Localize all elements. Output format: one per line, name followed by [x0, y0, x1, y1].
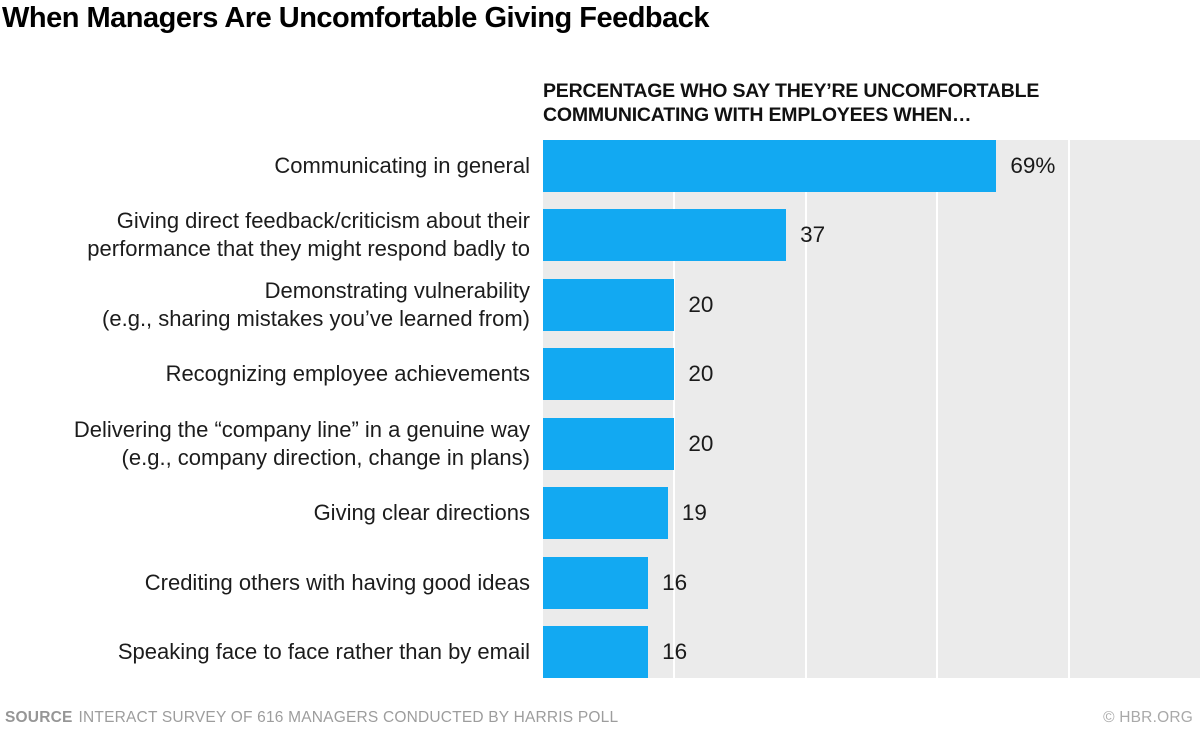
gridline-80: [1067, 140, 1070, 678]
bar-value-label: 20: [688, 361, 714, 387]
bar-value-label: 37: [800, 222, 826, 248]
bar: [543, 417, 675, 470]
bar-row: 20: [543, 348, 1200, 401]
bar-value-label: 20: [688, 430, 714, 456]
category-labels: Communicating in general Giving direct fe…: [0, 0, 530, 736]
footer: SOURCE INTERACT SURVEY OF 616 MANAGERS CO…: [5, 709, 1193, 727]
bar-value-label: 20: [688, 291, 714, 317]
category-label: Communicating in general: [274, 153, 530, 178]
bar-row: 19: [543, 487, 1200, 540]
plot-area: 69% 37 20 20 20 19 16 16: [543, 140, 1200, 678]
category-label: Giving direct feedback/criticism about t…: [87, 208, 530, 262]
credit: © HBR.ORG: [1103, 709, 1193, 726]
bar-row: 20: [543, 278, 1200, 331]
category-label: Delivering the “company line” in a genui…: [73, 416, 530, 470]
category-label: Recognizing employee achievements: [165, 361, 530, 387]
bar: [543, 487, 668, 540]
bar: [543, 626, 649, 678]
bar-row: 16: [543, 626, 1200, 678]
gridline-60: [936, 140, 939, 678]
gridline-20: [673, 140, 676, 678]
category-label: Demonstrating vulnerability (e.g., shari…: [102, 277, 530, 331]
source-text: INTERACT SURVEY OF 616 MANAGERS CONDUCTE…: [78, 709, 619, 726]
bar-value-label: 19: [681, 500, 707, 526]
bar: [543, 348, 675, 401]
bar: [543, 140, 997, 192]
axis-heading: PERCENTAGE WHO SAY THEY’RE UNCOMFORTABLE…: [543, 80, 1040, 126]
bar-row: 69%: [543, 140, 1200, 192]
category-label: Crediting others with having good ideas: [144, 569, 530, 595]
category-label: Speaking face to face rather than by ema…: [117, 639, 530, 664]
bar-value-label: 69%: [1010, 153, 1056, 178]
category-label: Giving clear directions: [313, 500, 530, 526]
source-note: SOURCE INTERACT SURVEY OF 616 MANAGERS CO…: [5, 709, 618, 727]
chart-title: When Managers Are Uncomfortable Giving F…: [2, 2, 710, 34]
bar-value-label: 16: [662, 639, 688, 664]
source-label: SOURCE: [5, 709, 73, 726]
bar: [543, 556, 649, 609]
bar-row: 16: [543, 556, 1200, 609]
bar: [543, 278, 675, 331]
bar-row: 20: [543, 417, 1200, 470]
bar-row: 37: [543, 209, 1200, 262]
bar-value-label: 16: [662, 569, 688, 595]
bar: [543, 209, 787, 262]
gridline-40: [804, 140, 807, 678]
